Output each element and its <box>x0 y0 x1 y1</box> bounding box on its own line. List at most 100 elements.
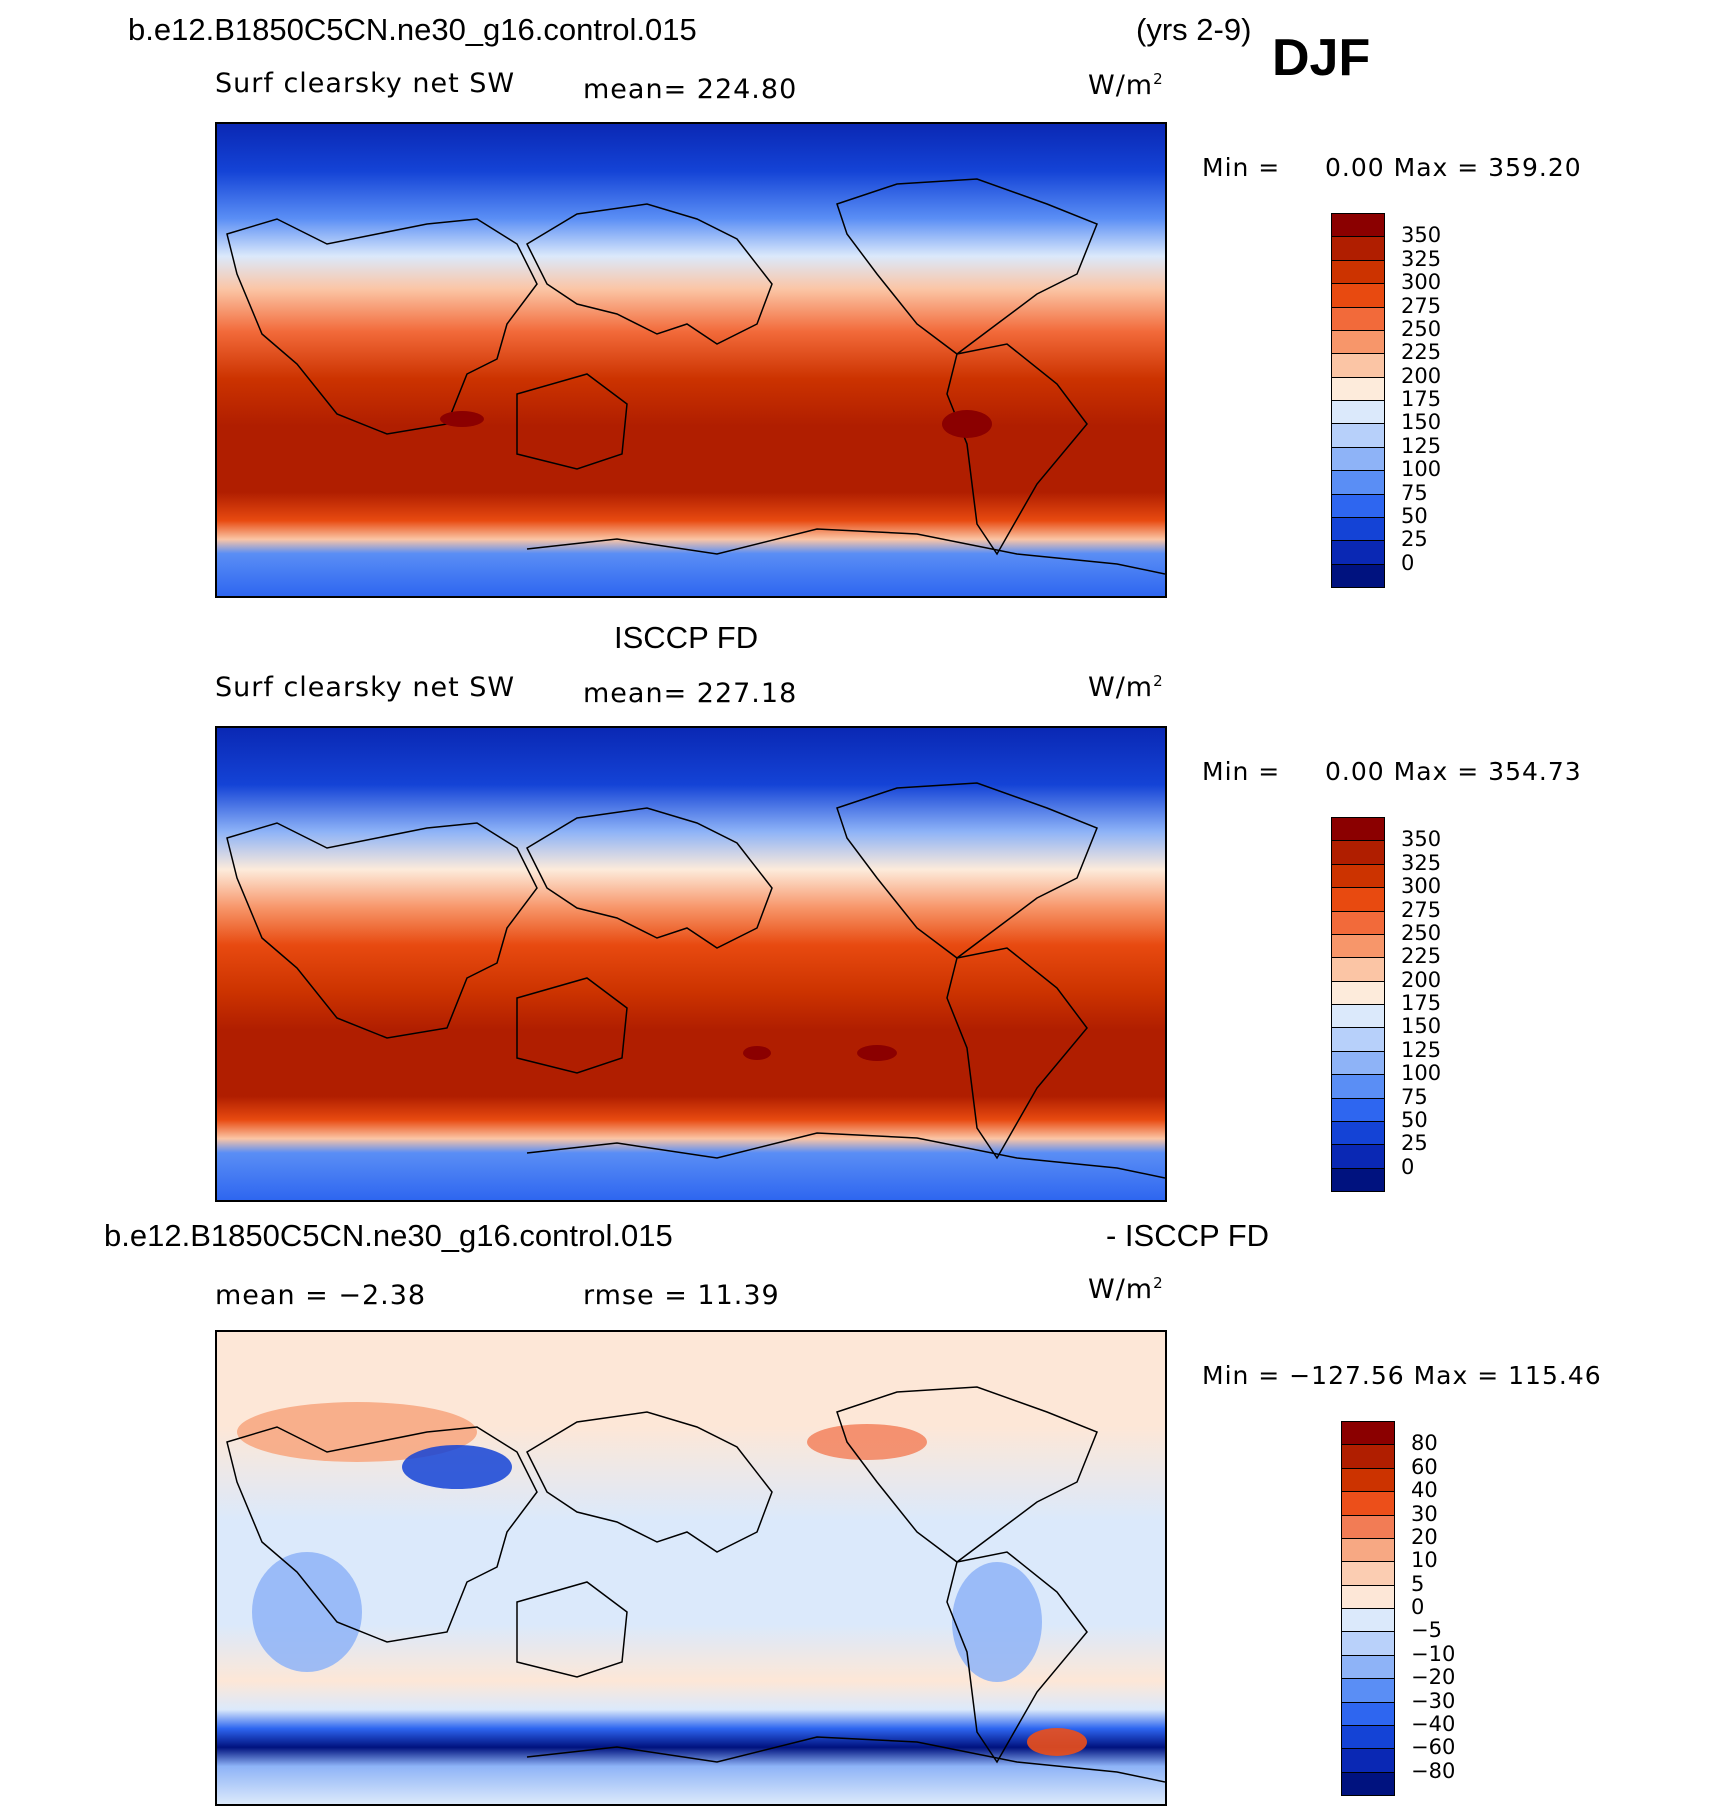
colorbar-label: 20 <box>1411 1524 1438 1549</box>
colorbar-swatch <box>1331 1120 1385 1146</box>
colorbar-label: 40 <box>1411 1478 1438 1503</box>
panel1-map-graphic <box>217 124 1165 596</box>
colorbar-label: 25 <box>1401 527 1428 552</box>
panel3-map <box>215 1330 1167 1806</box>
panel3-units: W/m2 <box>1088 1274 1164 1305</box>
colorbar-label: 5 <box>1411 1571 1425 1596</box>
panel3-title-right: - ISCCP FD <box>1106 1218 1270 1253</box>
colorbar-swatch <box>1331 933 1385 959</box>
colorbar-label: 100 <box>1401 457 1442 482</box>
colorbar-label: 0 <box>1411 1595 1425 1619</box>
panel2-coastlines <box>226 782 1165 1179</box>
colorbar-swatch <box>1341 1631 1395 1656</box>
colorbar-label: −5 <box>1411 1618 1442 1643</box>
colorbar-swatch <box>1331 840 1385 865</box>
case-name: b.e12.B1850C5CN.ne30_g16.control.015 <box>128 12 697 47</box>
panel2-hotspot <box>857 1045 897 1061</box>
colorbar-label: 150 <box>1401 410 1442 435</box>
colorbar-swatch <box>1331 236 1385 261</box>
colorbar-label: 200 <box>1401 363 1442 388</box>
colorbar-swatch <box>1331 563 1385 588</box>
colorbar-label: 0 <box>1401 550 1415 575</box>
colorbar-label: 175 <box>1401 387 1442 411</box>
colorbar-label: 225 <box>1401 944 1442 969</box>
panel2-variable: Surf clearsky net SW <box>215 672 516 703</box>
colorbar-swatch <box>1341 1561 1395 1586</box>
colorbar-swatch <box>1341 1748 1395 1773</box>
panel2-mean: mean= 227.18 <box>583 678 798 709</box>
colorbar-swatch <box>1331 446 1385 472</box>
colorbar-label: 350 <box>1401 827 1442 852</box>
colorbar-swatch <box>1341 1467 1395 1493</box>
panel1-units: W/m2 <box>1088 70 1164 101</box>
colorbar-label: 60 <box>1411 1454 1438 1479</box>
colorbar-swatch <box>1341 1701 1395 1726</box>
colorbar-swatch <box>1331 910 1385 935</box>
colorbar-swatch <box>1331 516 1385 542</box>
colorbar-swatch <box>1331 1097 1385 1122</box>
colorbar-label: 125 <box>1401 433 1442 458</box>
colorbar-swatch <box>1341 1608 1395 1633</box>
colorbar-label: 225 <box>1401 340 1442 365</box>
colorbar-swatch <box>1331 306 1385 331</box>
colorbar-swatch <box>1341 1421 1395 1446</box>
colorbar-label: −60 <box>1411 1735 1456 1760</box>
colorbar-label: 175 <box>1401 991 1442 1015</box>
colorbar-swatch <box>1331 353 1385 378</box>
panel3-mean: mean = −2.38 <box>215 1280 427 1311</box>
panel1-hotspot <box>440 411 484 427</box>
panel3-colorbar: 80 60 40 30 20 10 5 0 −5 −10 −20 −30 −40 −60 −80 <box>1341 1421 1461 1796</box>
colorbar-swatch <box>1331 957 1385 982</box>
colorbar-swatch <box>1341 1654 1395 1680</box>
colorbar-swatch <box>1341 1584 1395 1609</box>
colorbar-swatch <box>1331 1050 1385 1076</box>
colorbar-swatch <box>1331 493 1385 518</box>
panel1-coastlines <box>226 178 1165 575</box>
panel1-map <box>215 122 1167 598</box>
colorbar-label: 350 <box>1401 223 1442 248</box>
colorbar-swatch <box>1331 863 1385 889</box>
panel1-colorbar: 350 325 300 275 250 225 200 175 150 125 100 75 50 25 0 <box>1331 213 1451 588</box>
colorbar-swatch <box>1331 329 1385 355</box>
colorbar-label: 25 <box>1401 1131 1428 1156</box>
panel2-map <box>215 726 1167 1202</box>
panel3-map-graphic <box>217 1332 1165 1804</box>
colorbar-swatch <box>1331 213 1385 238</box>
colorbar-label: 100 <box>1401 1061 1442 1086</box>
panel2-hotspot <box>743 1046 771 1060</box>
colorbar-label: 250 <box>1401 920 1442 945</box>
colorbar-label: 275 <box>1401 897 1442 922</box>
colorbar-label: 200 <box>1401 967 1442 992</box>
colorbar-label: 30 <box>1411 1501 1438 1526</box>
colorbar-swatch <box>1341 1514 1395 1539</box>
colorbar-label: −80 <box>1411 1758 1456 1783</box>
colorbar-swatch <box>1331 259 1385 285</box>
colorbar-label: −30 <box>1411 1688 1456 1713</box>
colorbar-label: 150 <box>1401 1014 1442 1039</box>
colorbar-label: 50 <box>1401 503 1428 528</box>
colorbar-label: 275 <box>1401 293 1442 318</box>
colorbar-swatch <box>1331 817 1385 842</box>
colorbar-swatch <box>1331 1144 1385 1169</box>
colorbar-label: 0 <box>1401 1154 1415 1179</box>
colorbar-swatch <box>1331 376 1385 401</box>
panel1-variable: Surf clearsky net SW <box>215 68 516 99</box>
season-label: DJF <box>1272 29 1371 87</box>
colorbar-label: 75 <box>1401 480 1428 505</box>
colorbar-swatch <box>1331 887 1385 912</box>
panel2-minmax: Min = 0.00 Max = 354.73 <box>1202 757 1582 786</box>
colorbar-label: 300 <box>1401 270 1442 295</box>
colorbar-swatch <box>1331 423 1385 448</box>
panel1-mean: mean= 224.80 <box>583 74 798 105</box>
colorbar-swatch <box>1341 1724 1395 1750</box>
panel3-title: b.e12.B1850C5CN.ne30_g16.control.015 <box>104 1218 673 1253</box>
colorbar-swatch <box>1341 1444 1395 1469</box>
colorbar-label: 80 <box>1411 1431 1438 1456</box>
colorbar-swatch <box>1331 540 1385 565</box>
colorbar-swatch <box>1331 980 1385 1005</box>
colorbar-label: −20 <box>1411 1665 1456 1690</box>
colorbar-label: 325 <box>1401 850 1442 875</box>
colorbar-swatch <box>1331 1004 1385 1029</box>
panel3-coastlines <box>226 1386 1165 1783</box>
colorbar-label: 75 <box>1401 1084 1428 1109</box>
